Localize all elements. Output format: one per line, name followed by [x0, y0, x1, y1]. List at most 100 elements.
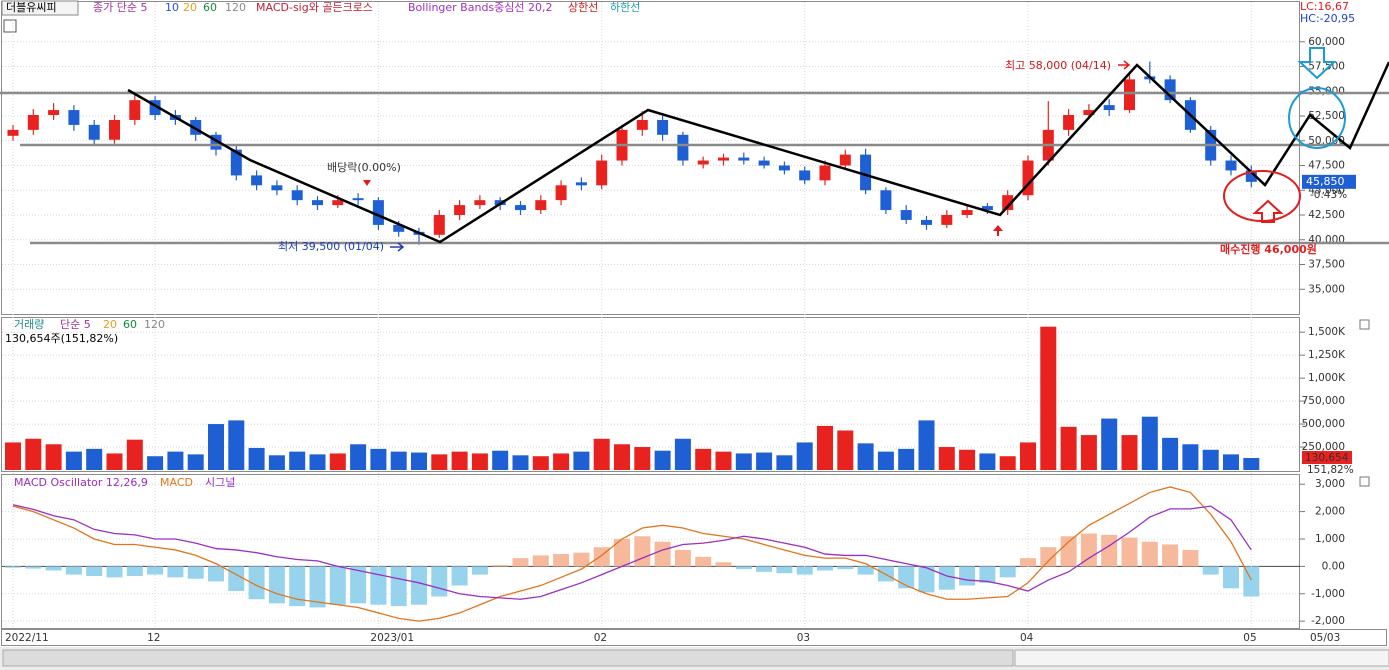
volume-bar	[532, 456, 549, 470]
oscillator-bar	[1182, 549, 1199, 567]
legend-item: 시그널	[205, 476, 235, 489]
volume-bar	[857, 443, 874, 470]
oscillator-bar	[126, 566, 143, 576]
oscillator-bar	[532, 555, 549, 567]
legend-item: 120	[225, 1, 246, 14]
candle-body	[860, 154, 872, 191]
tool-buttons[interactable]	[1014, 649, 1389, 667]
x-axis	[1, 629, 1387, 646]
oscillator-bar	[350, 566, 367, 604]
legend-item: 하한선	[610, 0, 640, 14]
oscillator-bar	[857, 566, 874, 575]
x-tick-label: 12	[147, 632, 160, 644]
current-volume-box	[1302, 450, 1352, 464]
candle-body	[7, 129, 19, 136]
oscillator-bar	[106, 566, 123, 578]
candle-body	[1225, 160, 1237, 171]
oscillator-bar	[431, 566, 448, 597]
candle-body	[575, 182, 587, 186]
scroll-track[interactable]	[2, 649, 1014, 667]
legend-item: 20	[103, 318, 117, 331]
volume-bar	[715, 451, 732, 470]
volume-bar	[86, 448, 103, 470]
y-tick-label: -2,000	[1311, 615, 1345, 627]
volume-bar	[512, 455, 529, 470]
volume-bar	[1101, 418, 1118, 470]
volume-bar	[289, 451, 306, 470]
candle-body	[109, 119, 120, 140]
candle-body	[291, 190, 303, 201]
candle-body	[819, 165, 831, 181]
drawings	[0, 47, 1389, 252]
panel-button[interactable]	[1359, 319, 1370, 330]
grid-button[interactable]	[3, 19, 17, 33]
x-tick-label: 2023/01	[370, 632, 414, 644]
volume-bar	[553, 453, 570, 470]
oscillator-bar	[25, 566, 42, 569]
legend-item: 60	[123, 318, 137, 331]
volume-bar	[187, 454, 204, 470]
oscillator-bar	[553, 554, 570, 567]
legend-item: 120	[144, 318, 165, 331]
candle-body	[981, 206, 993, 211]
volume-bar	[5, 442, 21, 470]
x-tick-label: 2022/11	[5, 632, 49, 644]
candle-body	[393, 224, 405, 232]
oscillator-bar	[471, 566, 488, 575]
trend-line	[127, 61, 1389, 244]
volume-bar	[106, 453, 123, 470]
candle-body	[332, 200, 344, 206]
oscillator-bar	[167, 566, 184, 578]
volume-bar	[959, 449, 976, 470]
y-tick-label: -1,000	[1311, 588, 1345, 600]
y-tick-label: 1,000K	[1308, 372, 1346, 384]
oscillator-bar	[370, 566, 387, 605]
y-tick-label: 57,500	[1308, 61, 1345, 73]
volume-bar	[837, 430, 854, 470]
current-price-box	[1302, 174, 1356, 189]
volume-bar	[65, 451, 82, 470]
candle-body	[68, 110, 80, 125]
volume-bar	[1040, 326, 1057, 470]
volume-bar	[1141, 416, 1158, 470]
oscillator-bar	[228, 566, 245, 592]
volume-bar	[614, 444, 630, 470]
candle-body	[697, 160, 709, 165]
candle-body	[961, 210, 973, 215]
oscillator-bar	[695, 556, 712, 567]
candle-body	[657, 119, 669, 135]
volume-bar	[350, 444, 367, 470]
candle-body	[738, 157, 750, 161]
y-tick-label: 37,500	[1308, 259, 1345, 271]
oscillator-bar	[776, 566, 793, 574]
oscillator-bar	[837, 566, 854, 570]
volume-bar	[634, 447, 651, 470]
up-arrow	[1252, 199, 1284, 223]
legend-item: 거래량	[14, 318, 44, 331]
y-tick-label: 42,500	[1308, 209, 1345, 221]
volume-bar	[654, 450, 671, 470]
candle-body	[1063, 115, 1075, 130]
oscillator-bar	[1060, 536, 1077, 567]
dividend-annotation: 배당락(0.00%)	[327, 161, 401, 174]
volume-bar	[674, 438, 691, 470]
y-tick-label: 3,000	[1315, 478, 1345, 490]
volume-bar	[1162, 437, 1179, 470]
x-tick-label: 02	[594, 632, 607, 644]
lc-label: LC:16,67	[1300, 0, 1349, 13]
volume-bar	[695, 448, 712, 470]
panel-button[interactable]	[1359, 476, 1370, 487]
oscillator-bar	[1080, 533, 1097, 567]
candle-body	[799, 170, 811, 181]
volume-bar	[167, 451, 184, 470]
candle-body	[677, 134, 689, 161]
oscillator-bar	[329, 566, 346, 605]
candle-body	[596, 160, 608, 186]
candle-body	[900, 210, 912, 220]
candle-body	[1083, 110, 1095, 116]
volume-bar	[45, 444, 62, 470]
oscillator-bar	[512, 558, 529, 567]
oscillator-bar	[1162, 544, 1179, 567]
volume-panel	[1, 317, 1300, 472]
candle-body	[1002, 195, 1014, 211]
